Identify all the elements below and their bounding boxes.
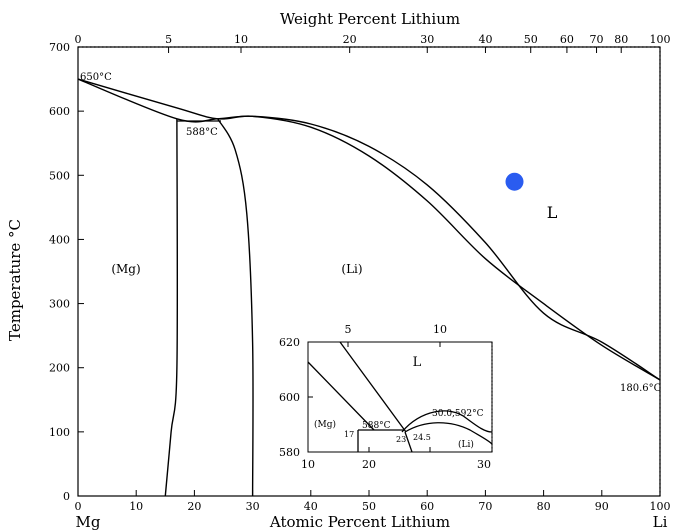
solidus-curve (77, 78, 661, 381)
top-tick-label: 70 (590, 33, 604, 46)
top-tick-label: 20 (343, 33, 357, 46)
inset-x-tick-label: 20 (362, 458, 376, 471)
left-tick-label: 100 (49, 426, 70, 439)
inset-diagram: 10 20 30 5 10 620 600 580 L (Mg) (Li) 58… (279, 323, 493, 471)
top-tick-label: 60 (560, 33, 574, 46)
left-element-label: Mg (76, 513, 101, 531)
eutectic-label: 588°C (186, 127, 218, 138)
top-tick-label: 100 (650, 33, 671, 46)
inset-peak-label: 30.0,592°C (432, 409, 484, 419)
bottom-tick-label: 30 (246, 500, 260, 513)
left-axis-title: Temperature °C (6, 219, 24, 341)
inset-frame (307, 341, 493, 453)
li-phase-label: (Li) (341, 262, 362, 276)
inset-y-tick-label: 600 (279, 391, 300, 404)
top-tick-label: 80 (614, 33, 628, 46)
blue-dot-marker (505, 172, 524, 191)
bottom-tick-label: 10 (129, 500, 143, 513)
inset-li-phase-label: (Li) (458, 439, 474, 450)
mg-phase-label: (Mg) (111, 262, 140, 276)
left-axis-ticks: 0 100 200 300 400 500 600 700 (49, 41, 84, 503)
inset-mg-limit-label: 17 (344, 430, 354, 439)
bottom-axis-ticks: 0 10 20 30 40 50 60 70 80 90 100 (75, 490, 671, 513)
inset-x-tick-label: 10 (301, 458, 315, 471)
inset-eutectic-comp-label: 23 (396, 435, 406, 444)
bottom-axis-title: Atomic Percent Lithium (269, 513, 450, 531)
left-tick-label: 200 (49, 362, 70, 375)
inset-li-solvus (404, 431, 413, 453)
inset-y-tick-label: 580 (279, 446, 300, 459)
inset-y-tick-label: 620 (279, 336, 300, 349)
top-tick-label: 5 (165, 33, 172, 46)
inset-eutectic-label: 588°C (362, 421, 391, 431)
bottom-tick-label: 60 (420, 500, 434, 513)
left-tick-label: 300 (49, 298, 70, 311)
bottom-tick-label: 40 (304, 500, 318, 513)
inset-x-tick-label: 30 (477, 458, 491, 471)
inset-liquid-label: L (413, 355, 422, 370)
liquidus-curve (77, 78, 661, 381)
inset-li-limit-label: 24.5 (413, 433, 431, 442)
top-axis-title: Weight Percent Lithium (280, 10, 460, 28)
mg-melting-label: 650°C (80, 72, 112, 83)
left-tick-label: 400 (49, 233, 70, 246)
left-tick-label: 500 (49, 169, 70, 182)
bottom-tick-label: 20 (187, 500, 201, 513)
li-solvus-curve (217, 118, 254, 497)
left-tick-label: 0 (63, 490, 70, 503)
inset-mg-liquidus (307, 361, 375, 431)
liquid-label: L (547, 203, 558, 222)
bottom-tick-label: 50 (362, 500, 376, 513)
right-element-label: Li (653, 513, 668, 531)
bottom-tick-label: 100 (650, 500, 671, 513)
left-tick-label: 600 (49, 105, 70, 118)
top-tick-label: 0 (75, 33, 82, 46)
bottom-tick-label: 0 (75, 500, 82, 513)
left-tick-label: 700 (49, 41, 70, 54)
inset-li-liquidus (401, 410, 493, 433)
inset-li-solidus (404, 422, 493, 445)
inset-top-tick-label: 5 (345, 323, 352, 336)
bottom-tick-label: 70 (478, 500, 492, 513)
top-tick-label: 50 (524, 33, 538, 46)
mg-solvus-curve (164, 118, 179, 497)
inset-mg-solidus (339, 341, 407, 433)
top-tick-label: 30 (420, 33, 434, 46)
top-axis-ticks: 0 5 10 20 30 40 50 60 70 80 100 (75, 33, 671, 53)
inset-top-tick-label: 10 (433, 323, 447, 336)
bottom-tick-label: 80 (537, 500, 551, 513)
top-tick-label: 40 (478, 33, 492, 46)
inset-mg-phase-label: (Mg) (314, 419, 336, 430)
li-melting-label: 180.6°C (620, 383, 662, 394)
top-tick-label: 10 (234, 33, 248, 46)
bottom-tick-label: 90 (595, 500, 609, 513)
